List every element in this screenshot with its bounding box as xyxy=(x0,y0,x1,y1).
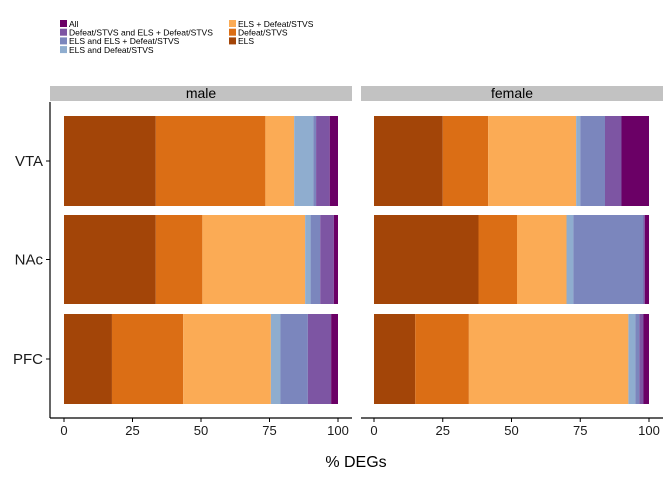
bar-male-vta-all xyxy=(329,116,338,206)
bar-male-nac-els-and-els-defeat-stvs xyxy=(310,215,321,304)
bar-female-vta-els-and-els-defeat-stvs xyxy=(580,116,605,206)
bar-male-nac-els-and-defeat-stvs xyxy=(305,215,311,304)
x-tick-label-female-25: 25 xyxy=(436,423,450,438)
bar-female-nac-els xyxy=(374,215,479,304)
bar-male-nac-els-defeat-stvs xyxy=(202,215,306,304)
legend-key-els-and-els-defeat-stvs xyxy=(60,37,67,45)
x-axis-title: % DEGs xyxy=(325,454,386,471)
legend-key-els-and-defeat-stvs xyxy=(60,46,67,54)
x-tick-label-male-0: 0 xyxy=(60,423,67,438)
bar-male-vta-defeat-stvs xyxy=(155,116,266,206)
axes: VTA NAc PFC 0 25 50 75 100 0 25 50 75 100 xyxy=(13,102,663,438)
strip-female xyxy=(361,86,663,101)
x-tick-label-male-100: 100 xyxy=(327,423,349,438)
x-tick-label-male-50: 50 xyxy=(194,423,208,438)
legend-label-defeat-stvs: Defeat/STVS xyxy=(238,28,288,38)
bar-male-pfc-els-and-els-defeat-stvs xyxy=(280,314,308,404)
bar-female-nac-els-and-els-defeat-stvs xyxy=(573,215,644,304)
bar-female-pfc-defeat-stvs-and-els-defeat-stvs xyxy=(639,314,644,404)
x-tick-label-female-100: 100 xyxy=(638,423,660,438)
bar-female-pfc-els xyxy=(374,314,416,404)
bar-female-nac-els-defeat-stvs xyxy=(517,215,567,304)
bar-male-pfc-defeat-stvs-and-els-defeat-stvs xyxy=(307,314,332,404)
legend-key-defeat-stvs-and-els-defeat-stvs xyxy=(60,28,67,36)
y-tick-label-vta: VTA xyxy=(15,153,43,170)
bars xyxy=(64,116,650,404)
bar-male-nac-defeat-stvs-and-els-defeat-stvs xyxy=(320,215,334,304)
x-tick-label-male-25: 25 xyxy=(125,423,139,438)
x-tick-label-male-75: 75 xyxy=(262,423,276,438)
bar-female-vta-els xyxy=(374,116,443,206)
bar-male-vta-els-defeat-stvs xyxy=(265,116,295,206)
bar-male-pfc-all xyxy=(331,314,338,404)
legend-label-els: ELS xyxy=(238,36,254,46)
bar-female-pfc-els-and-defeat-stvs xyxy=(628,314,636,404)
bar-female-nac-defeat-stvs xyxy=(478,215,517,304)
bar-female-nac-els-and-defeat-stvs xyxy=(566,215,574,304)
bar-female-vta-els-and-defeat-stvs xyxy=(576,116,581,206)
strip-label-male: male xyxy=(186,85,217,101)
y-tick-label-pfc: PFC xyxy=(13,351,43,368)
x-tick-label-female-50: 50 xyxy=(504,423,518,438)
bar-female-vta-els-defeat-stvs xyxy=(488,116,577,206)
bar-male-pfc-els-and-defeat-stvs xyxy=(270,314,281,404)
x-tick-label-female-0: 0 xyxy=(370,423,377,438)
legend-key-els-defeat-stvs xyxy=(229,20,236,27)
bar-female-pfc-els-and-els-defeat-stvs xyxy=(635,314,640,404)
bar-male-vta-els-and-defeat-stvs xyxy=(294,116,314,206)
x-tick-label-female-75: 75 xyxy=(573,423,587,438)
legend-label-els-and-defeat-stvs: ELS and Defeat/STVS xyxy=(69,45,154,55)
bar-female-pfc-els-defeat-stvs xyxy=(468,314,629,404)
strip-label-female: female xyxy=(491,85,533,101)
legend-key-defeat-stvs xyxy=(229,28,236,36)
bar-male-pfc-els-defeat-stvs xyxy=(183,314,271,404)
bar-male-pfc-defeat-stvs xyxy=(111,314,184,404)
bar-male-nac-els xyxy=(64,215,156,304)
bar-female-nac-all xyxy=(644,215,650,304)
bar-male-pfc-els xyxy=(64,314,112,404)
legend-label-els-defeat-stvs: ELS + Defeat/STVS xyxy=(238,19,314,29)
bar-male-vta-els-and-els-defeat-stvs xyxy=(313,116,317,206)
bar-female-vta-all xyxy=(621,116,649,206)
legend-key-els xyxy=(229,37,236,45)
bar-female-pfc-all xyxy=(643,314,649,404)
legend-label-els-and-els-defeat-stvs: ELS and ELS + Defeat/STVS xyxy=(69,36,180,46)
bar-female-nac-defeat-stvs-and-els-defeat-stvs xyxy=(643,215,645,304)
strip-male xyxy=(50,86,352,101)
y-tick-label-nac: NAc xyxy=(15,252,44,269)
legend-label-all: All xyxy=(69,19,79,29)
legend-key-all xyxy=(60,20,67,27)
bar-male-nac-defeat-stvs xyxy=(155,215,203,304)
bar-female-vta-defeat-stvs xyxy=(442,116,489,206)
bar-female-vta-defeat-stvs-and-els-defeat-stvs xyxy=(605,116,622,206)
bar-male-vta-els xyxy=(64,116,156,206)
facet-strips: male female xyxy=(50,85,663,101)
bar-male-nac-all xyxy=(333,215,338,304)
bar-female-pfc-defeat-stvs xyxy=(415,314,469,404)
legend-label-defeat-stvs-and-els-defeat-stvs: Defeat/STVS and ELS + Defeat/STVS xyxy=(69,28,213,38)
bar-male-vta-defeat-stvs-and-els-defeat-stvs xyxy=(316,116,330,206)
